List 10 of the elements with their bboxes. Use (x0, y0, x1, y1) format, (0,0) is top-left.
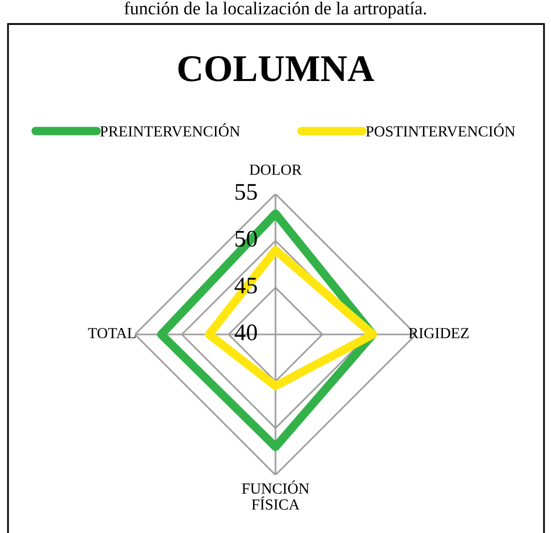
y-tick-label: 55 (236, 184, 257, 200)
text: función de la localización de la artropatía. (124, 2, 426, 18)
spoke-label: RIGIDEZ (408, 328, 469, 338)
chart-title: COLUMNA (178, 56, 374, 82)
legend-label: POSTINTERVENCIÓN (366, 123, 516, 137)
spoke-label: DOLOR (250, 164, 302, 175)
y-tick-label: 40 (234, 324, 257, 340)
legend-label: PREINTERVENCIÓN (100, 123, 240, 137)
spoke-label: FUNCIÓN FÍSICA (242, 480, 310, 510)
spoke-label: TOTAL (88, 328, 136, 338)
